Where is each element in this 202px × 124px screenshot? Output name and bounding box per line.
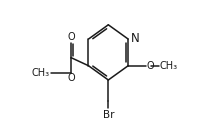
- Text: N: N: [130, 32, 139, 45]
- Text: O: O: [68, 73, 75, 83]
- Text: O: O: [67, 31, 75, 42]
- Text: Br: Br: [102, 110, 114, 120]
- Text: O: O: [145, 61, 153, 71]
- Text: CH₃: CH₃: [159, 61, 177, 71]
- Text: CH₃: CH₃: [32, 68, 50, 78]
